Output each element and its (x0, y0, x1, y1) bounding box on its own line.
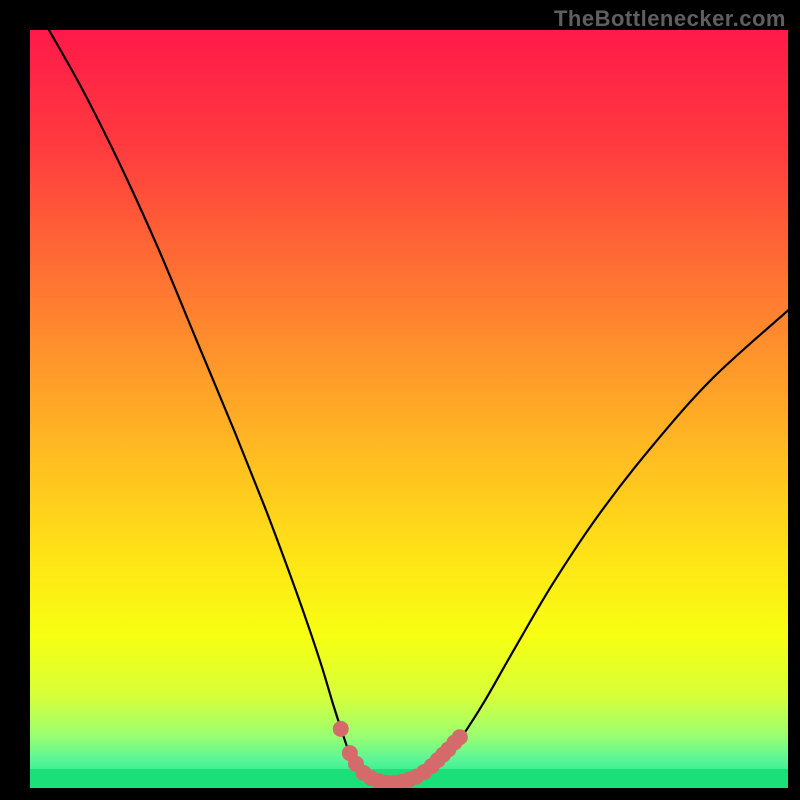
marker-dot (452, 730, 467, 745)
marker-dot (333, 721, 348, 736)
watermark-text: TheBottlenecker.com (554, 6, 786, 32)
plot-area (30, 30, 788, 788)
gradient-background (30, 30, 788, 788)
plot-svg (30, 30, 788, 788)
